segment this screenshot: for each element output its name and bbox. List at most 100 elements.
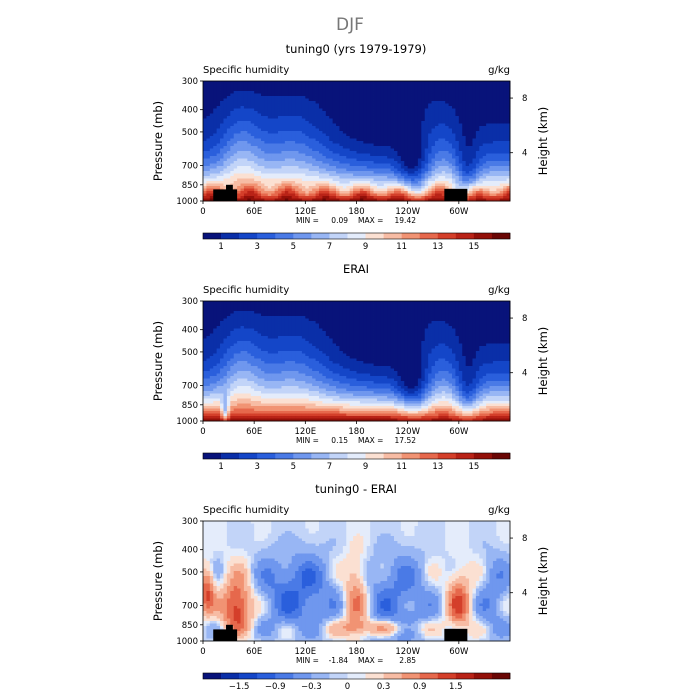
colorbar-swatch xyxy=(203,453,222,459)
min-value: -1.84 xyxy=(329,656,349,665)
colorbar-label: 1 xyxy=(218,462,223,472)
min-value: 0.09 xyxy=(331,216,348,225)
colorbar-label: 15 xyxy=(468,462,479,472)
max-label: MAX = xyxy=(358,436,383,445)
figure-title: DJF xyxy=(336,15,364,35)
colorbar-swatch xyxy=(491,453,511,459)
x-tick-label: 60W xyxy=(449,207,469,217)
colorbar-swatch xyxy=(311,233,330,239)
colorbar-swatch xyxy=(239,673,258,679)
colorbar-swatch xyxy=(275,233,294,239)
colorbar-swatch xyxy=(455,673,475,679)
panel-1: tuning0 (yrs 1979-1979) Specific humidity… xyxy=(151,42,550,252)
colorbar-swatch xyxy=(419,673,439,679)
y-tick-label: 400 xyxy=(182,546,198,556)
min-value: 0.15 xyxy=(331,436,348,445)
x-tick-label: 120E xyxy=(295,647,317,657)
y-tick-label: 700 xyxy=(182,601,198,611)
colorbar-swatch xyxy=(221,233,240,239)
y-axis-label: Pressure (mb) xyxy=(151,541,165,621)
x-tick-label: 0 xyxy=(200,207,205,217)
colorbar-label: 1.5 xyxy=(449,682,463,692)
x-tick-label: 120W xyxy=(395,647,420,657)
x-tick-label: 180 xyxy=(348,427,364,437)
colorbar-swatch xyxy=(311,673,330,679)
x-tick-label: 120E xyxy=(295,427,317,437)
y2-tick-label: 4 xyxy=(522,149,527,159)
units-label: g/kg xyxy=(488,65,510,76)
x-tick-label: 180 xyxy=(348,207,364,217)
colorbar-swatch xyxy=(257,233,276,239)
x-tick-label: 0 xyxy=(200,427,205,437)
y-tick-label: 700 xyxy=(182,161,198,171)
colorbar-swatch xyxy=(347,453,366,459)
colorbar-label: 0.3 xyxy=(377,682,391,692)
colorbar-swatch xyxy=(203,673,222,679)
colorbar-swatch xyxy=(329,673,348,679)
y-axis: 300 400 500 700 850 1000 Pressure (mb) xyxy=(151,77,203,207)
min-max-summary: MIN = 0.09 MAX = 19.42 xyxy=(296,216,416,225)
variable-label: Specific humidity xyxy=(203,505,289,516)
colorbar-swatch xyxy=(347,673,366,679)
y-tick-label: 500 xyxy=(182,568,198,578)
colorbar-swatch xyxy=(239,453,258,459)
min-label: MIN = xyxy=(296,656,319,665)
colorbar-swatch xyxy=(203,233,222,239)
x-tick-label: 60E xyxy=(246,647,262,657)
colorbar-swatch xyxy=(491,233,511,239)
colorbar-swatch xyxy=(257,453,276,459)
y2-tick-label: 8 xyxy=(522,314,527,324)
topography xyxy=(213,184,468,201)
contour-field xyxy=(203,521,511,642)
y2-tick-label: 8 xyxy=(522,534,527,544)
y2-axis-label: Height (km) xyxy=(536,327,550,396)
colorbar-swatch xyxy=(329,233,348,239)
colorbar-swatch xyxy=(293,233,312,239)
panels: tuning0 (yrs 1979-1979) Specific humidity… xyxy=(151,42,550,692)
colorbar-swatch xyxy=(365,673,384,679)
max-label: MAX = xyxy=(358,656,383,665)
x-axis: 0 60E 120E 180 120W 60W xyxy=(200,641,469,657)
panel-title: ERAI xyxy=(343,262,369,276)
colorbar-swatch xyxy=(419,233,439,239)
colorbar-label: 13 xyxy=(432,462,443,472)
y-axis: 300 400 500 700 850 1000 Pressure (mb) xyxy=(151,297,203,427)
colorbar-label: 7 xyxy=(327,462,332,472)
max-value: 2.85 xyxy=(399,656,416,665)
colorbar: 1 3 5 7 9 11 13 15 xyxy=(202,452,511,472)
colorbar-label: −0.9 xyxy=(265,682,286,692)
colorbar-swatch xyxy=(437,673,457,679)
colorbar-swatch xyxy=(329,453,348,459)
colorbar-swatch xyxy=(347,233,366,239)
colorbar-swatch xyxy=(473,233,493,239)
variable-label: Specific humidity xyxy=(203,65,289,76)
x-axis: 0 60E 120E 180 120W 60W xyxy=(200,421,469,437)
x-tick-label: 60E xyxy=(246,207,262,217)
x-tick-label: 60E xyxy=(246,427,262,437)
colorbar-label: 5 xyxy=(291,242,296,252)
y-tick-label: 1000 xyxy=(176,417,198,427)
topography xyxy=(213,624,468,641)
y2-tick-label: 8 xyxy=(522,94,527,104)
colorbar-swatch xyxy=(419,453,439,459)
y-axis-label: Pressure (mb) xyxy=(151,101,165,181)
x-tick-label: 60W xyxy=(449,647,469,657)
min-label: MIN = xyxy=(296,216,319,225)
colorbar-label: 9 xyxy=(363,462,368,472)
units-label: g/kg xyxy=(488,505,510,516)
colorbar-label: 0 xyxy=(345,682,350,692)
units-label: g/kg xyxy=(488,285,510,296)
x-tick-label: 60W xyxy=(449,427,469,437)
max-value: 17.52 xyxy=(395,436,417,445)
colorbar-label: −1.5 xyxy=(229,682,250,692)
colorbar-label: 5 xyxy=(291,462,296,472)
colorbar-swatch xyxy=(365,453,384,459)
colorbar-label: 11 xyxy=(396,462,407,472)
max-value: 19.42 xyxy=(395,216,417,225)
colorbar-swatch xyxy=(239,233,258,239)
y-tick-label: 400 xyxy=(182,106,198,116)
colorbar-swatch xyxy=(221,673,240,679)
